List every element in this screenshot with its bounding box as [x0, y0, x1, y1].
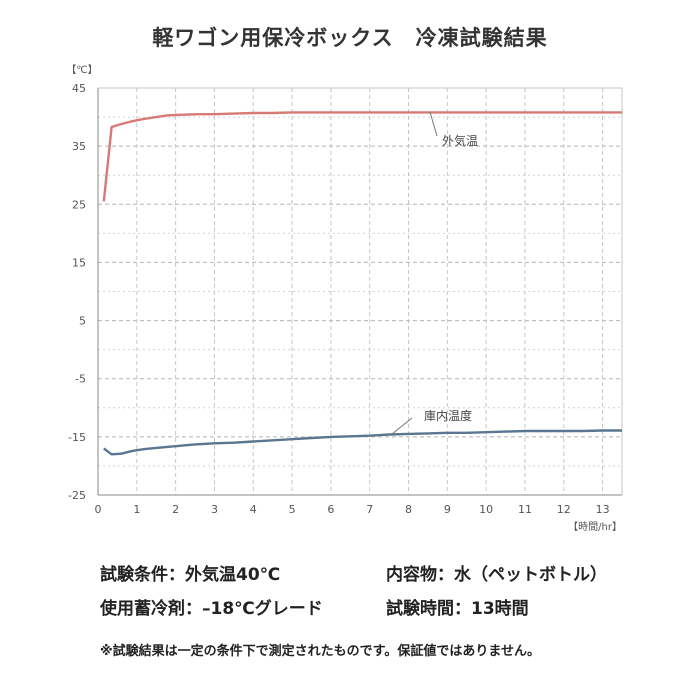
series-callout-leader	[391, 417, 413, 435]
x-tick-label: 0	[95, 503, 102, 516]
outside-temp-line	[102, 111, 622, 202]
x-tick-label: 1	[133, 503, 140, 516]
y-axis-label: 【℃】	[66, 64, 97, 76]
y-tick-label: 25	[72, 198, 86, 211]
y-tick-label: 5	[79, 315, 86, 328]
x-tick-label: 9	[444, 503, 451, 516]
x-tick-label: 6	[327, 503, 334, 516]
x-tick-label: 11	[518, 503, 532, 516]
x-tick-label: 4	[250, 503, 257, 516]
y-tick-label: 45	[72, 82, 86, 95]
x-tick-label: 3	[211, 503, 218, 516]
x-axis-label: 【時間/hr】	[568, 521, 622, 533]
inside-temp-line	[103, 429, 622, 456]
refrigerant-text: 使用蓄冷剤：–18℃グレード	[100, 599, 323, 619]
x-tick-label: 7	[366, 503, 373, 516]
series-callout-leader	[429, 111, 438, 137]
disclaimer-note: ※試験結果は一定の条件下で測定されたものです。保証値ではありません。	[100, 644, 540, 659]
test-condition-text: 試験条件：外気温40℃	[100, 565, 281, 585]
chart-title: 軽ワゴン用保冷ボックス 冷凍試験結果	[152, 26, 548, 50]
x-tick-label: 5	[289, 503, 296, 516]
y-tick-label: 15	[72, 256, 86, 269]
x-tick-label: 10	[479, 503, 493, 516]
y-tick-label: -25	[68, 489, 86, 502]
x-tick-label: 12	[557, 503, 571, 516]
x-tick-label: 2	[172, 503, 179, 516]
y-tick-label: -15	[68, 431, 86, 444]
y-tick-label: -5	[75, 373, 86, 386]
test-time-text: 試験時間：13時間	[386, 599, 529, 619]
inside-temp-label: 庫内温度	[424, 408, 472, 423]
contents-text: 内容物：水（ペットボトル）	[386, 565, 607, 585]
x-tick-label: 13	[596, 503, 610, 516]
x-tick-label: 8	[405, 503, 412, 516]
y-tick-label: 35	[72, 140, 86, 153]
outside-temp-label: 外気温	[442, 133, 478, 148]
